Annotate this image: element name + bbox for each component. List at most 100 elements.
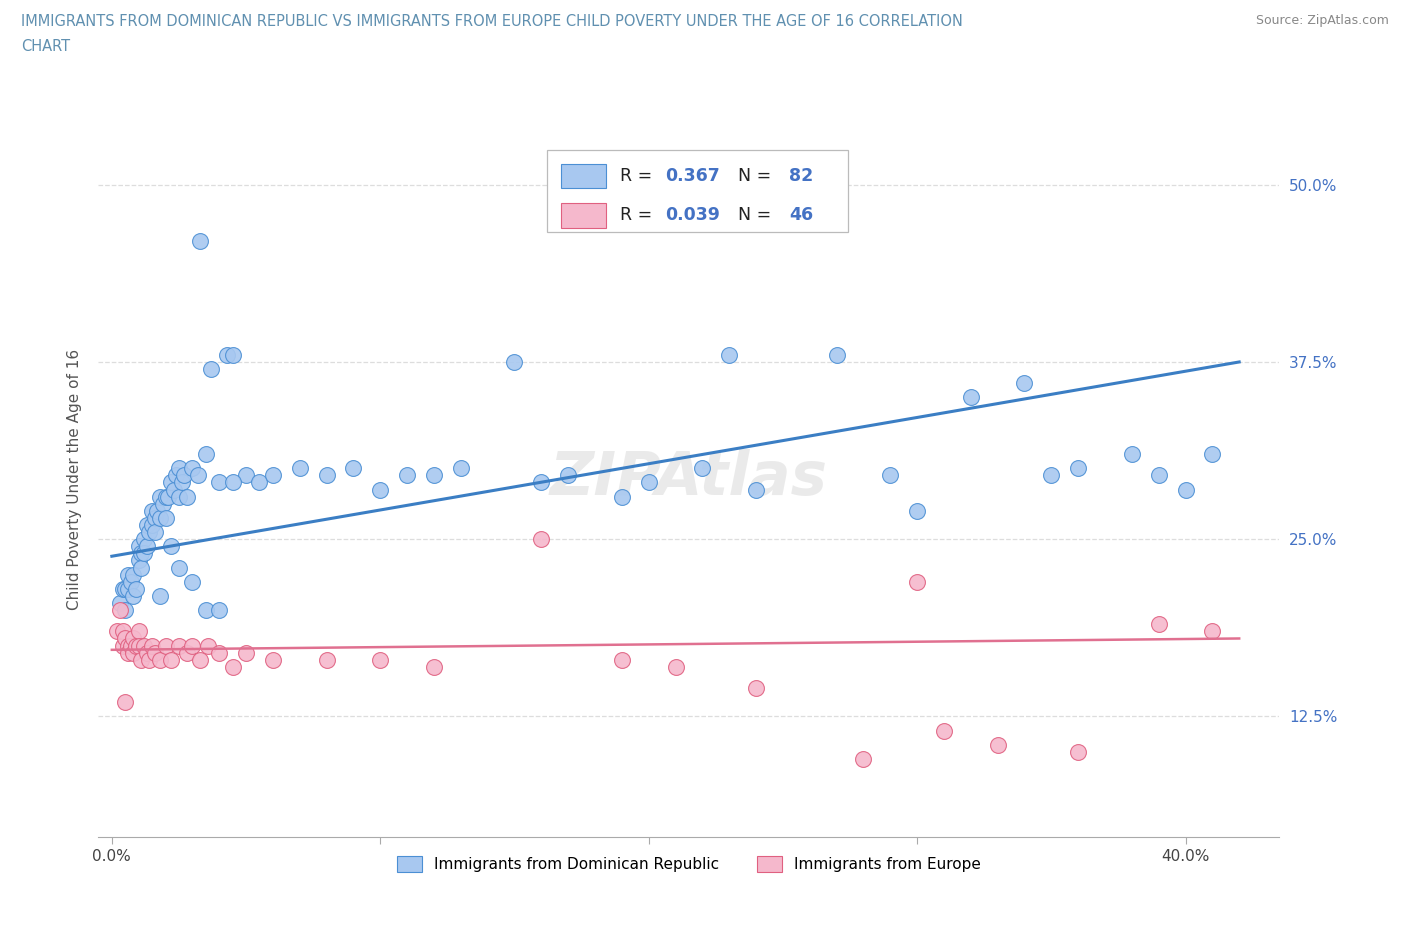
Point	[141, 518, 163, 533]
Point	[162, 482, 184, 497]
FancyBboxPatch shape	[561, 203, 606, 228]
Text: 0.039: 0.039	[665, 206, 720, 224]
Point	[117, 567, 139, 582]
Point	[450, 461, 472, 476]
Point	[135, 518, 157, 533]
Point	[221, 659, 243, 674]
Point	[114, 603, 136, 618]
Point	[132, 532, 155, 547]
Point	[187, 468, 209, 483]
Point	[108, 595, 131, 610]
Point	[143, 525, 166, 539]
Point	[132, 546, 155, 561]
Point	[132, 638, 155, 653]
Point	[120, 638, 142, 653]
Point	[530, 475, 553, 490]
Point	[664, 659, 686, 674]
FancyBboxPatch shape	[561, 164, 606, 188]
Point	[200, 362, 222, 377]
Point	[181, 461, 204, 476]
Point	[114, 581, 136, 596]
Point	[135, 645, 157, 660]
Point	[197, 638, 219, 653]
Point	[167, 461, 190, 476]
Point	[149, 489, 172, 504]
Point	[249, 475, 271, 490]
Point	[825, 348, 848, 363]
Point	[122, 645, 145, 660]
Text: IMMIGRANTS FROM DOMINICAN REPUBLIC VS IMMIGRANTS FROM EUROPE CHILD POVERTY UNDER: IMMIGRANTS FROM DOMINICAN REPUBLIC VS IM…	[21, 14, 963, 29]
Point	[165, 468, 187, 483]
Point	[637, 475, 659, 490]
FancyBboxPatch shape	[547, 150, 848, 232]
Point	[176, 645, 198, 660]
Point	[262, 652, 284, 667]
Point	[149, 589, 172, 604]
Point	[117, 638, 139, 653]
Y-axis label: Child Poverty Under the Age of 16: Child Poverty Under the Age of 16	[66, 349, 82, 609]
Point	[125, 581, 148, 596]
Point	[905, 575, 928, 590]
Point	[131, 652, 153, 667]
Point	[160, 652, 183, 667]
Point	[160, 475, 183, 490]
Point	[131, 546, 153, 561]
Point	[208, 645, 231, 660]
Point	[111, 624, 134, 639]
Point	[879, 468, 901, 483]
Text: CHART: CHART	[21, 39, 70, 54]
Point	[1121, 446, 1143, 461]
Point	[1147, 617, 1170, 631]
Point	[221, 475, 243, 490]
Point	[610, 489, 633, 504]
Point	[141, 638, 163, 653]
Point	[368, 652, 391, 667]
Point	[852, 751, 875, 766]
Point	[1067, 461, 1090, 476]
Point	[1174, 482, 1197, 497]
Point	[120, 575, 142, 590]
Point	[122, 631, 145, 646]
Point	[152, 497, 174, 512]
Point	[114, 631, 136, 646]
Point	[141, 503, 163, 518]
Text: R =: R =	[620, 166, 658, 185]
Point	[114, 695, 136, 710]
Point	[143, 645, 166, 660]
Point	[108, 603, 131, 618]
Point	[235, 645, 257, 660]
Point	[610, 652, 633, 667]
Point	[745, 482, 768, 497]
Point	[208, 603, 231, 618]
Point	[194, 446, 217, 461]
Text: 46: 46	[789, 206, 814, 224]
Point	[131, 560, 153, 575]
Point	[128, 624, 150, 639]
Point	[1067, 745, 1090, 760]
Text: 82: 82	[789, 166, 814, 185]
Point	[1201, 446, 1223, 461]
Point	[221, 348, 243, 363]
Point	[173, 468, 195, 483]
Point	[208, 475, 231, 490]
Point	[149, 511, 172, 525]
Point	[181, 575, 204, 590]
Point	[315, 652, 337, 667]
Point	[423, 468, 446, 483]
Point	[117, 581, 139, 596]
Point	[138, 525, 160, 539]
Point	[128, 638, 150, 653]
Text: 0.367: 0.367	[665, 166, 720, 185]
Point	[155, 489, 177, 504]
Point	[396, 468, 419, 483]
Point	[194, 603, 217, 618]
Point	[262, 468, 284, 483]
Point	[718, 348, 741, 363]
Point	[557, 468, 579, 483]
Text: N =: N =	[727, 166, 776, 185]
Legend: Immigrants from Dominican Republic, Immigrants from Europe: Immigrants from Dominican Republic, Immi…	[389, 848, 988, 880]
Point	[217, 348, 239, 363]
Point	[235, 468, 257, 483]
Point	[692, 461, 714, 476]
Point	[167, 489, 190, 504]
